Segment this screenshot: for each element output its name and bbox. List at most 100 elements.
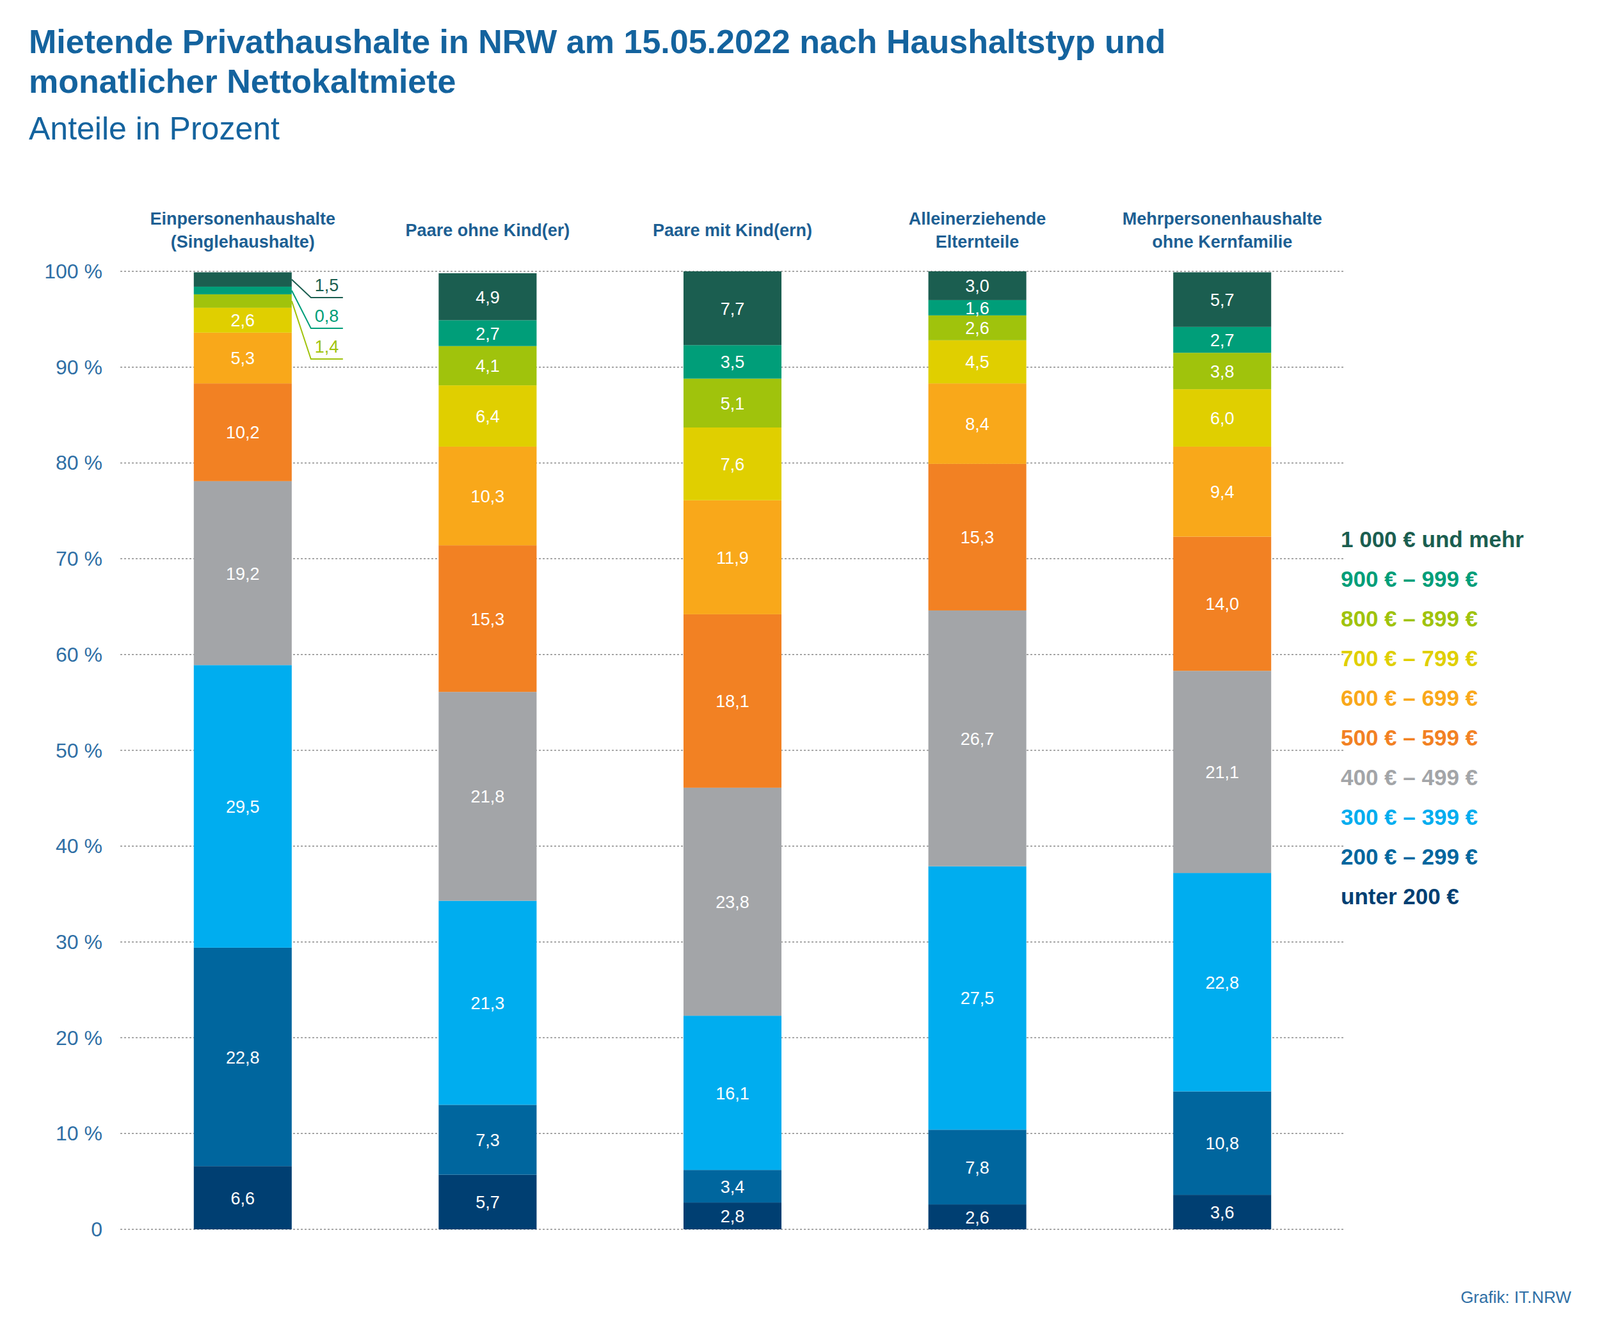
y-tick-label: 60 % (55, 643, 103, 667)
data-label: 2,6 (965, 1208, 990, 1228)
bar-segment (683, 344, 782, 379)
bars (193, 271, 1272, 1230)
data-label: 2,7 (475, 324, 500, 344)
data-label: 21,1 (1205, 762, 1240, 783)
bar-segment (193, 307, 292, 333)
data-label: 27,5 (960, 988, 995, 1008)
bar-segment (683, 427, 782, 501)
title-line: monatlicher Nettokaltmiete (28, 62, 457, 100)
data-label: 6,0 (1210, 408, 1235, 429)
data-label: 3,0 (965, 276, 990, 296)
bar-segment (193, 664, 292, 948)
bar-segment (193, 272, 292, 287)
bar-segment (683, 378, 782, 428)
bar-segment (438, 1175, 537, 1230)
data-label: 7,3 (475, 1130, 500, 1151)
data-label: 1,6 (965, 298, 990, 319)
data-label: 19,2 (225, 564, 260, 584)
bar-segment (1173, 536, 1272, 672)
source: Grafik: IT.NRW (1460, 1287, 1572, 1307)
legend-entry: 200 € – 299 € (1340, 844, 1478, 870)
bar-segment (928, 1129, 1027, 1205)
bar-segment (438, 691, 537, 901)
category-label-line: (Singlehaushalte) (170, 232, 315, 252)
bar-segment (438, 446, 537, 546)
bar-segment (438, 545, 537, 692)
data-label: 4,5 (965, 352, 990, 372)
data-label: 16,1 (715, 1084, 750, 1104)
bar-segment (928, 866, 1027, 1131)
bar-segment (1173, 389, 1272, 447)
data-label: 1,5 (314, 275, 340, 296)
bar-segment (683, 787, 782, 1016)
category-label-line: Paare ohne Kind(er) (405, 220, 571, 240)
legend-entry: 300 € – 399 € (1340, 804, 1478, 830)
data-label: 5,3 (231, 348, 256, 368)
legend-entry: 400 € – 499 € (1340, 764, 1478, 790)
bar-segment (1173, 327, 1272, 353)
category-label: Einpersonenhaushalte (Singlehaushalte) (150, 209, 336, 252)
data-label: 3,6 (1210, 1203, 1235, 1223)
bar-segment (193, 947, 292, 1167)
subtitle: Anteile in Prozent (28, 110, 280, 147)
y-tick-label: 20 % (55, 1026, 103, 1050)
bar-segment (193, 383, 292, 482)
data-label: 15,3 (471, 609, 505, 630)
category-label: Mehrpersonenhaushalteohne Kernfamilie (1122, 209, 1323, 252)
grid: 010 %20 %30 %40 %50 %60 %70 %80 %90 %100… (44, 259, 1345, 1241)
data-label: 4,9 (475, 288, 500, 308)
data-label: 3,5 (720, 352, 745, 372)
bar-segment (193, 1166, 292, 1230)
data-label: 5,7 (475, 1192, 500, 1213)
category-label-line: Einpersonenhaushalte (150, 209, 336, 229)
data-label: 10,8 (1205, 1134, 1240, 1154)
bar-segment (928, 1204, 1027, 1230)
data-labels: 6,622,829,519,210,25,32,61,50,81,45,77,3… (225, 275, 1240, 1228)
y-tick-label: 90 % (55, 355, 103, 379)
bar-segment (193, 332, 292, 384)
data-label: 2,6 (231, 311, 256, 331)
data-label: 11,9 (716, 548, 749, 568)
data-label: 29,5 (225, 797, 260, 817)
bar-segment (683, 1169, 782, 1203)
bar-segment (1173, 1194, 1272, 1230)
data-label: 18,1 (715, 691, 750, 712)
y-tick-label: 80 % (55, 451, 103, 475)
legend-entry: 600 € – 699 € (1340, 685, 1478, 711)
legend-entry: 800 € – 899 € (1340, 606, 1478, 632)
data-label: 22,8 (1205, 973, 1240, 993)
bar-segment (438, 346, 537, 386)
y-tick-label: 10 % (55, 1121, 103, 1145)
data-label: 7,6 (720, 455, 745, 475)
leader-line (291, 300, 344, 360)
data-label: 10,3 (471, 487, 505, 507)
bar-segment (1173, 872, 1272, 1092)
data-label: 15,3 (960, 528, 995, 548)
data-label: 26,7 (960, 729, 995, 749)
bar-segment (928, 271, 1027, 301)
legend: 1 000 € und mehr 900 € – 999 € 800 € – 899… (1340, 526, 1524, 909)
chart: Mietende Privathaushalte in NRW am 15.05… (0, 0, 1600, 1333)
data-label: 0,8 (314, 306, 340, 326)
legend-entry: 1 000 € und mehr (1340, 526, 1524, 552)
bar-segment (928, 610, 1027, 867)
bar-segment (1173, 272, 1272, 327)
data-label: 7,7 (720, 299, 745, 319)
data-label: 4,1 (475, 356, 500, 376)
category-label-line: Mehrpersonenhaushalte (1122, 209, 1323, 229)
legend-entry: 700 € – 799 € (1340, 645, 1478, 671)
data-label: 2,7 (1210, 330, 1235, 351)
bar-segment (683, 1202, 782, 1230)
legend-entry: 900 € – 999 € (1340, 566, 1478, 592)
y-tick-label: 50 % (55, 739, 103, 763)
data-label: 5,1 (720, 394, 745, 414)
data-label: 21,8 (471, 787, 505, 807)
bar-segment (1173, 352, 1272, 390)
data-label: 10,2 (225, 423, 260, 443)
y-tick-label: 70 % (55, 547, 103, 571)
data-label: 22,8 (225, 1048, 260, 1068)
data-label: 1,4 (314, 337, 340, 357)
category-label: Paare ohne Kind(er) (405, 220, 571, 240)
data-label: 3,8 (1210, 362, 1235, 382)
bar-segment (1173, 446, 1272, 537)
